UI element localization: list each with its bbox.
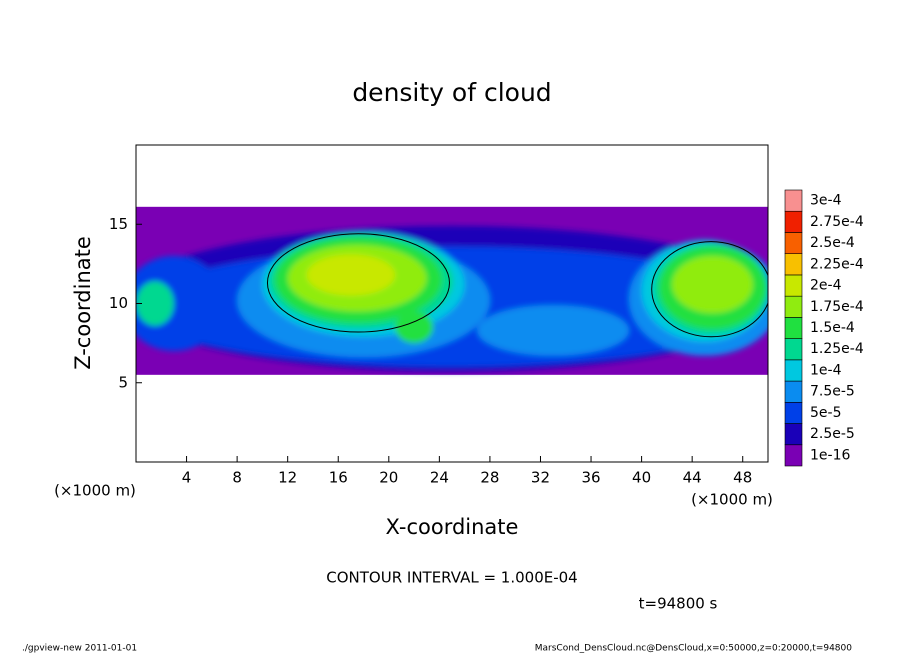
colorbar-box <box>784 380 803 403</box>
colorbar-label: 2.5e-5 <box>810 426 855 442</box>
x-unit: (×1000 m) <box>54 482 136 500</box>
colorbar-label: 1e-16 <box>810 447 850 463</box>
colorbar-box <box>784 423 803 446</box>
level-fill <box>671 255 753 314</box>
level-fill <box>477 305 629 356</box>
contour-line <box>651 241 768 338</box>
colorbar-label: 3e-4 <box>810 193 842 209</box>
colorbar-box <box>784 359 803 382</box>
colorbar-box <box>784 295 803 318</box>
colorbar-label: 2.75e-4 <box>810 214 864 230</box>
x-tick-label: 28 <box>480 469 499 487</box>
x-tick-label: 8 <box>232 469 242 487</box>
colorbar-box <box>784 210 803 233</box>
colorbar-label: 5e-5 <box>810 405 841 421</box>
colorbar-label: 2.25e-4 <box>810 256 864 272</box>
x-tick-label: 48 <box>733 469 752 487</box>
level-fill <box>136 255 225 352</box>
level-fill <box>395 311 434 344</box>
colorbar-label: 1.5e-4 <box>810 320 855 336</box>
x-tick-label: 4 <box>182 469 192 487</box>
chart-title: density of cloud <box>352 78 551 107</box>
x-tick-label: 40 <box>632 469 651 487</box>
colorbar-box <box>784 338 803 361</box>
x-tick-label: 20 <box>379 469 398 487</box>
colorbar-box <box>784 444 803 467</box>
level-fill <box>136 281 174 326</box>
contour-line <box>266 233 450 333</box>
colorbar-box <box>784 232 803 254</box>
colorbar-label: 1e-4 <box>810 362 842 378</box>
y-tick-label: 5 <box>118 373 128 391</box>
level-fill <box>306 254 396 296</box>
y-tick-label: 10 <box>109 294 128 312</box>
x-tick-label: 44 <box>683 469 702 487</box>
colorbar-label: 2e-4 <box>810 278 842 294</box>
level-fills <box>136 225 768 372</box>
contour-field <box>136 206 768 375</box>
x-tick-label: 32 <box>531 469 550 487</box>
x-tick-label: 12 <box>278 469 297 487</box>
colorbar-box <box>784 317 803 339</box>
x-tick-label: 36 <box>581 469 600 487</box>
colorbar-label: 2.5e-4 <box>810 235 855 251</box>
colorbar-box <box>784 253 803 276</box>
colorbar-label: 1.75e-4 <box>810 299 864 315</box>
colorbar-box <box>784 189 803 212</box>
footer-right: MarsCond_DensCloud.nc@DensCloud,x=0:5000… <box>535 644 852 654</box>
time-label: t=94800 s <box>639 595 718 613</box>
y-axis-label: Z-coordinate <box>71 236 95 370</box>
y-tick-label: 15 <box>109 215 128 233</box>
colorbar-box <box>784 274 803 297</box>
footer-left: ./gpview-new 2011-01-01 <box>22 644 137 654</box>
x-axis-label: X-coordinate <box>386 515 519 539</box>
colorbar-label: 1.25e-4 <box>810 341 864 357</box>
x-tick-label: 16 <box>329 469 348 487</box>
contour-interval: CONTOUR INTERVAL = 1.000E-04 <box>326 569 577 587</box>
colorbar-label: 7.5e-5 <box>810 384 855 400</box>
colorbar-box <box>784 402 803 424</box>
x-tick-label: 24 <box>430 469 449 487</box>
y-unit: (×1000 m) <box>691 491 773 509</box>
